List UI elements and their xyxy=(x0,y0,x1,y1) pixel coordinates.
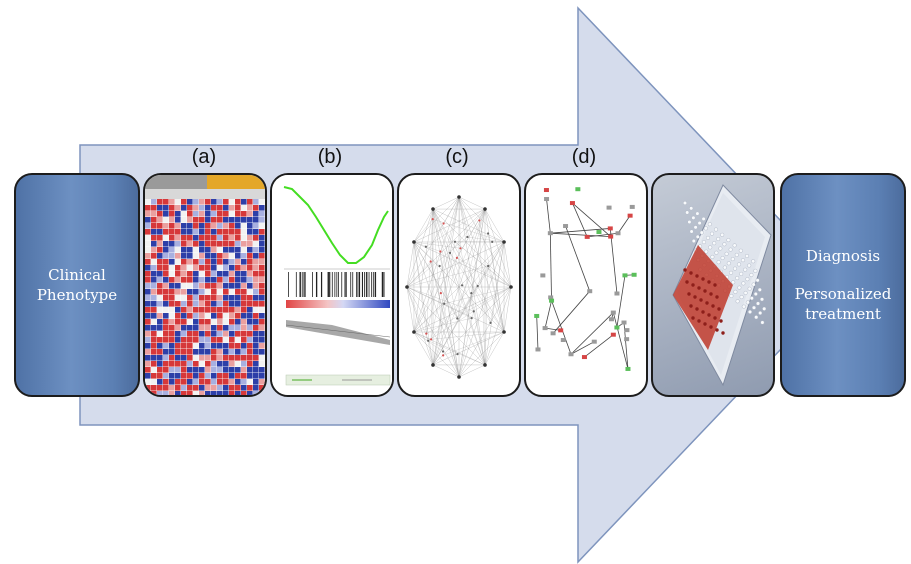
network-graph-image xyxy=(534,187,637,371)
clinical-line-2: Phenotype xyxy=(36,286,118,304)
network-graph-panel xyxy=(524,173,648,397)
clinical-phenotype-box: Clinical Phenotype xyxy=(14,173,140,397)
microplate-panel xyxy=(651,173,775,397)
step-label-b: (b) xyxy=(317,146,343,168)
heatmap-panel xyxy=(143,173,267,397)
step-label-d: (d) xyxy=(571,146,597,168)
step-label-c: (c) xyxy=(445,146,469,168)
network-star-image xyxy=(405,195,513,379)
microplate-image xyxy=(672,184,772,387)
personalized-line-1: Personalized xyxy=(794,285,892,303)
network-star-panel xyxy=(397,173,521,397)
diagnosis-box: Diagnosis Personalized treatment xyxy=(780,173,906,397)
heatmap-image xyxy=(145,175,265,395)
clinical-line-1: Clinical xyxy=(48,266,106,284)
enrichment-panel xyxy=(270,173,394,397)
enrichment-plot-image xyxy=(272,175,392,395)
personalized-line-2: treatment xyxy=(805,305,881,323)
diagnosis-label: Diagnosis xyxy=(805,247,881,265)
step-label-a: (a) xyxy=(191,146,217,168)
